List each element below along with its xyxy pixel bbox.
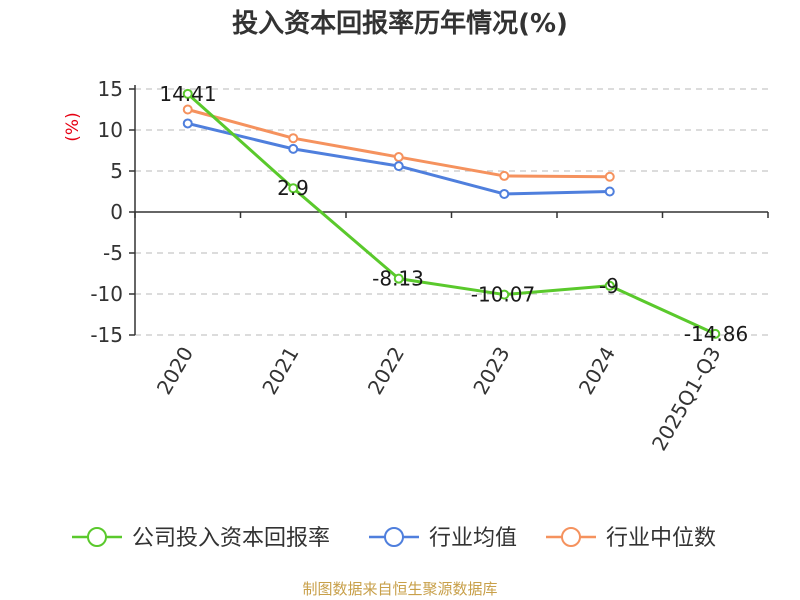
y-tick-label: 5 bbox=[110, 159, 123, 183]
data-point bbox=[288, 183, 299, 194]
data-point bbox=[604, 186, 615, 197]
y-tick-label: -15 bbox=[90, 323, 123, 347]
x-tick-label: 2023 bbox=[468, 343, 514, 399]
data-point bbox=[499, 188, 510, 199]
legend-marker bbox=[384, 527, 404, 547]
y-axis-label: (%) bbox=[63, 112, 83, 141]
data-label: -14.86 bbox=[684, 322, 748, 346]
legend-label: 行业中位数 bbox=[606, 526, 716, 551]
data-point bbox=[499, 289, 510, 300]
x-tick-label: 2022 bbox=[363, 343, 409, 399]
data-point bbox=[393, 161, 404, 172]
series-line-0 bbox=[186, 92, 716, 336]
legend-marker bbox=[87, 527, 107, 547]
x-tick-labels: 2020 2021 2022 2023 2024 2025Q1-Q3 bbox=[152, 343, 726, 455]
series-group bbox=[182, 88, 721, 339]
data-label: 14.41 bbox=[159, 82, 216, 106]
x-tick-label: 2025Q1-Q3 bbox=[647, 343, 726, 455]
data-label: 2.9 bbox=[277, 176, 309, 200]
legend-label: 公司投入资本回报率 bbox=[132, 526, 330, 551]
data-point bbox=[393, 152, 404, 163]
data-point bbox=[604, 280, 615, 291]
data-point bbox=[288, 143, 299, 154]
data-point bbox=[393, 273, 404, 284]
y-tick-label: 0 bbox=[110, 200, 123, 224]
y-tick-label: -5 bbox=[103, 241, 123, 265]
data-point bbox=[604, 171, 615, 182]
x-tick-label: 2021 bbox=[257, 343, 303, 399]
data-labels: 14.41 2.9 -8.13 -10.07 -9 -14.86 bbox=[159, 82, 748, 346]
data-point bbox=[710, 328, 721, 339]
y-tick-label: 10 bbox=[98, 118, 123, 142]
axes bbox=[134, 85, 769, 335]
y-tick-labels: 15 10 5 0 -5 -10 -15 bbox=[90, 77, 123, 347]
data-label: -10.07 bbox=[471, 283, 535, 307]
legend: 公司投入资本回报率 行业均值 行业中位数 bbox=[72, 526, 716, 551]
data-point bbox=[182, 118, 193, 129]
data-label: -8.13 bbox=[372, 267, 424, 291]
data-point bbox=[288, 133, 299, 144]
x-tick-label: 2020 bbox=[152, 343, 198, 399]
legend-marker bbox=[561, 527, 581, 547]
data-label: -9 bbox=[599, 274, 619, 298]
y-tick-label: -10 bbox=[90, 282, 123, 306]
chart-title: 投入资本回报率历年情况(%) bbox=[232, 8, 568, 39]
x-tick-label: 2024 bbox=[574, 343, 620, 399]
data-point bbox=[499, 170, 510, 181]
data-point bbox=[182, 88, 193, 99]
y-tick-label: 15 bbox=[98, 77, 123, 101]
legend-label: 行业均值 bbox=[429, 526, 517, 551]
source-note: 制图数据来自恒生聚源数据库 bbox=[302, 580, 497, 598]
data-point bbox=[182, 104, 193, 115]
gridlines bbox=[129, 88, 768, 336]
